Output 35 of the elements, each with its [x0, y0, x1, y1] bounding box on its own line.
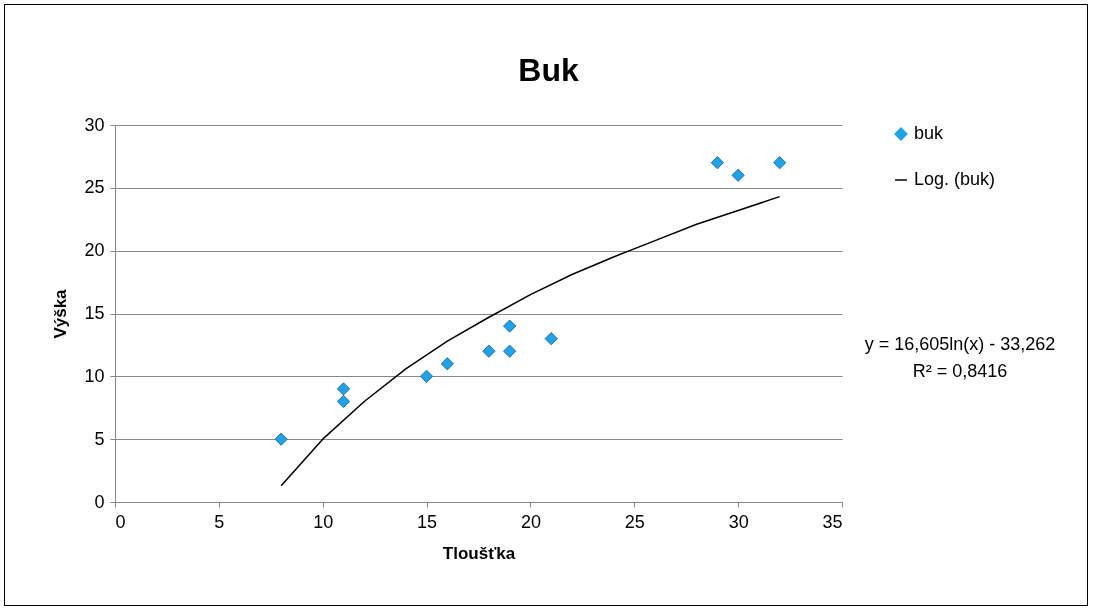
y-tick-label: 25 — [84, 177, 105, 198]
y-tick-label: 30 — [84, 114, 105, 135]
point — [773, 156, 787, 170]
y-tick-label: 0 — [94, 491, 105, 512]
x-tick-label: 30 — [728, 511, 749, 532]
point — [419, 369, 434, 383]
y-axis-title: Výška — [51, 288, 71, 339]
text: y = 16,605ln(x) - 33,262 — [864, 334, 1056, 354]
x-tick-label: 20 — [520, 511, 541, 532]
point — [731, 168, 745, 182]
chart-title: Buk — [518, 52, 579, 88]
legend-label: buk — [914, 123, 945, 143]
line-series — [280, 195, 781, 487]
point — [336, 394, 351, 409]
point — [336, 382, 351, 396]
point — [503, 319, 517, 333]
point — [440, 357, 454, 371]
y-tick-label: 5 — [94, 428, 105, 449]
x-tick-label: 10 — [313, 511, 334, 532]
legend-label: Log. (buk) — [914, 169, 996, 189]
x-tick-label: 5 — [214, 511, 225, 532]
point — [544, 332, 558, 346]
point — [274, 432, 288, 446]
y-tick-label: 20 — [84, 240, 105, 261]
text: R² = 0,8416 — [912, 361, 1008, 381]
x-tick-label: 15 — [417, 511, 438, 532]
point — [710, 156, 724, 170]
y-tick-label: 15 — [84, 303, 105, 323]
x-tick-label: 35 — [822, 511, 843, 532]
x-axis-title: Tloušťka — [442, 543, 516, 563]
point — [503, 344, 517, 358]
point — [482, 344, 496, 358]
x-tick-label: 0 — [115, 511, 126, 532]
x-tick-label: 25 — [624, 511, 645, 532]
y-tick-label: 10 — [84, 365, 105, 386]
